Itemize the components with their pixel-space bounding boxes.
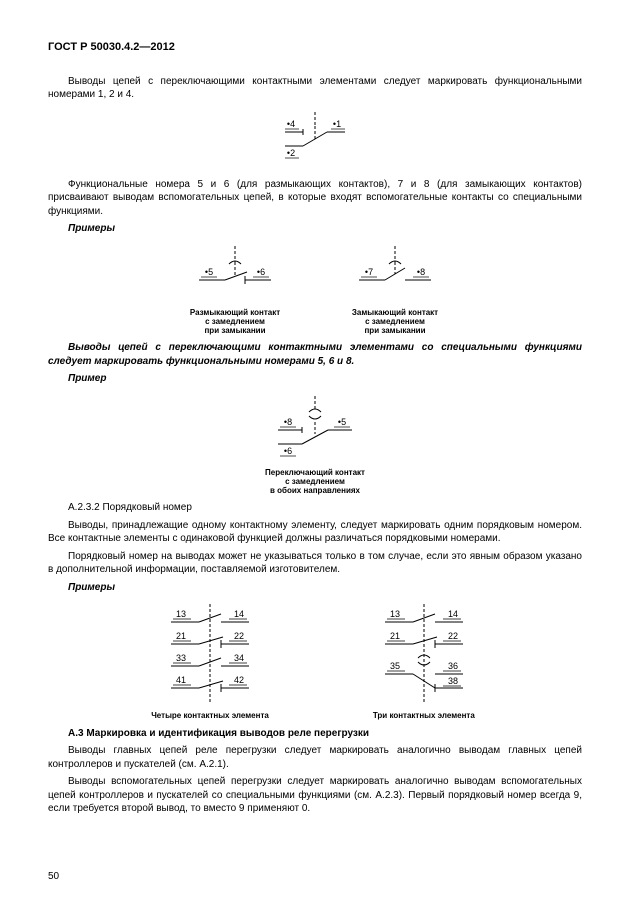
fig5-caption: Четыре контактных элемента — [151, 711, 269, 720]
section-a232: А.2.3.2 Порядковый номер — [48, 501, 582, 515]
section-a3: А.3 Маркировка и идентификация выводов р… — [48, 727, 582, 741]
figure-row-2: •5 •6 Размыкающий контакт с замедлением … — [48, 246, 582, 336]
svg-text:13: 13 — [176, 609, 186, 619]
figure-changeover-delay: •8 •5 •6 Переключающий контакт с замедле… — [260, 396, 370, 496]
fig3-caption: Замыкающий контакт с замедлением при зам… — [345, 308, 445, 336]
figure-row-1: •4 •1 •2 — [48, 112, 582, 172]
examples-label-1: Примеры — [48, 222, 582, 236]
svg-text:22: 22 — [234, 631, 244, 641]
fig1-label-1: •1 — [333, 119, 341, 129]
fig3-label-7: •7 — [365, 267, 373, 277]
fig3-label-8: •8 — [417, 267, 425, 277]
figure-four-elements: 13 14 21 22 33 34 — [151, 604, 269, 720]
paragraph-1: Выводы цепей с переключающими контактным… — [48, 75, 582, 102]
paragraph-4: Выводы цепей с переключающими контактным… — [48, 341, 582, 368]
svg-text:21: 21 — [176, 631, 186, 641]
page-number: 50 — [48, 870, 59, 884]
figure-row-4: 13 14 21 22 33 34 — [48, 604, 582, 720]
fig4-label-8: •8 — [284, 417, 292, 427]
svg-text:22: 22 — [448, 631, 458, 641]
svg-text:35: 35 — [390, 661, 400, 671]
fig2-label-5: •5 — [205, 267, 213, 277]
figure-nc-delay: •5 •6 Размыкающий контакт с замедлением … — [185, 246, 285, 336]
document-header: ГОСТ Р 50030.4.2—2012 — [48, 40, 582, 55]
figure-no-delay: •7 •8 Замыкающий контакт с замедлением п… — [345, 246, 445, 336]
example-label: Пример — [48, 372, 582, 386]
examples-label-2: Примеры — [48, 581, 582, 595]
svg-text:38: 38 — [448, 676, 458, 686]
svg-text:34: 34 — [234, 653, 244, 663]
fig1-label-2: •2 — [287, 148, 295, 158]
svg-text:36: 36 — [448, 661, 458, 671]
fig1-label-4: •4 — [287, 119, 295, 129]
svg-text:33: 33 — [176, 653, 186, 663]
paragraph-2: Функциональные номера 5 и 6 (для размыка… — [48, 178, 582, 219]
figure-row-3: •8 •5 •6 Переключающий контакт с замедле… — [48, 396, 582, 496]
fig2-label-6: •6 — [257, 267, 265, 277]
figure-changeover-412: •4 •1 •2 — [275, 112, 355, 172]
fig4-label-5: •5 — [338, 417, 346, 427]
svg-text:14: 14 — [448, 609, 458, 619]
fig6-caption: Три контактных элемента — [369, 711, 479, 720]
fig4-caption: Переключающий контакт с замедлением в об… — [260, 468, 370, 496]
svg-text:13: 13 — [390, 609, 400, 619]
paragraph-9: Выводы главных цепей реле перегрузки сле… — [48, 744, 582, 771]
paragraph-7: Порядковый номер на выводах может не ука… — [48, 550, 582, 577]
svg-text:21: 21 — [390, 631, 400, 641]
page: ГОСТ Р 50030.4.2—2012 Выводы цепей с пер… — [0, 0, 630, 913]
paragraph-10: Выводы вспомогательных цепей перегрузки … — [48, 775, 582, 816]
figure-three-elements: 13 14 21 22 — [369, 604, 479, 720]
svg-text:14: 14 — [234, 609, 244, 619]
fig2-caption: Размыкающий контакт с замедлением при за… — [185, 308, 285, 336]
svg-text:42: 42 — [234, 675, 244, 685]
fig4-label-6: •6 — [284, 446, 292, 456]
paragraph-6: Выводы, принадлежащие одному контактному… — [48, 519, 582, 546]
svg-text:41: 41 — [176, 675, 186, 685]
